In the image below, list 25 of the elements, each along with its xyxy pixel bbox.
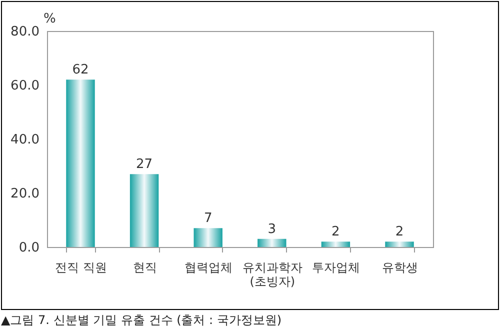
x-tick-label: 유학생 <box>382 260 418 274</box>
data-label: 2 <box>332 224 340 240</box>
x-tick-label: 투자업체 <box>312 260 360 274</box>
data-label: 62 <box>72 62 89 78</box>
bar <box>258 238 286 247</box>
x-tick-label: 전직 직원 <box>55 260 107 274</box>
y-tick-label: 40.0 <box>10 132 40 148</box>
data-label: 2 <box>395 224 404 240</box>
x-tick-label: 협력업체 <box>184 260 233 274</box>
bar <box>385 242 414 247</box>
y-tick-label: 0.0 <box>18 240 40 256</box>
y-axis-title: % <box>44 12 56 26</box>
bar <box>194 228 222 247</box>
text: ▲그림 7. 신분별 기밀 유출 건수 (출처 : 국가정보원) <box>1 312 282 329</box>
y-tick-label: 20.0 <box>10 186 40 202</box>
data-label: 27 <box>136 157 153 172</box>
bar <box>321 242 350 247</box>
x-tick-label: 유치과학자 (초빙자) <box>242 260 302 288</box>
data-label: 7 <box>204 211 212 226</box>
y-tick-label: 60.0 <box>10 78 40 94</box>
bar <box>66 80 95 247</box>
y-tick-label: 80.0 <box>10 24 40 40</box>
data-label: 3 <box>268 222 276 237</box>
x-tick-label: 현직 <box>132 260 157 274</box>
bar <box>130 174 159 247</box>
